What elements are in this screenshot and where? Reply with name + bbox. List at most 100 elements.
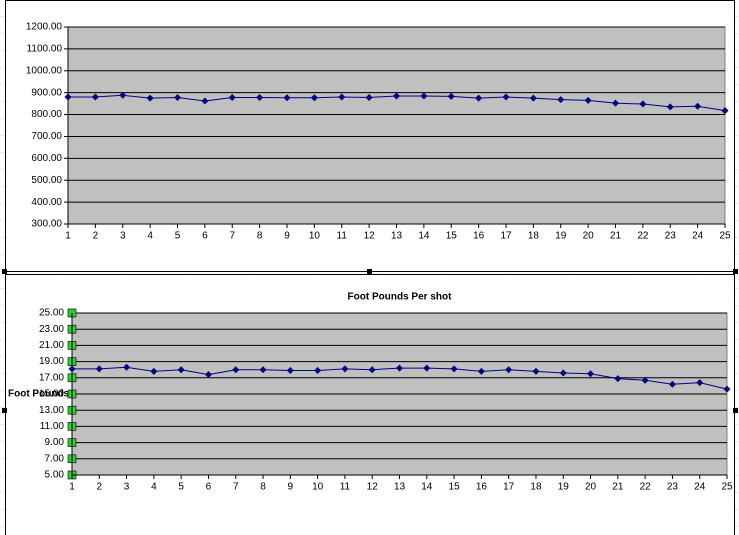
x-tick-label: 21 — [612, 482, 624, 493]
point-marker — [259, 366, 267, 374]
y-tick-label: 1100.00 — [27, 44, 63, 55]
point-marker — [123, 363, 131, 371]
y-tick-label: 17.00 — [39, 372, 64, 383]
point-marker — [477, 367, 485, 375]
x-tick-label: 10 — [309, 231, 321, 242]
x-tick-label: 15 — [446, 231, 458, 242]
point-marker — [396, 364, 403, 372]
point-marker — [310, 94, 318, 102]
x-tick-label: 16 — [476, 482, 488, 493]
y-tick-label: 700.00 — [31, 131, 62, 142]
y-axis-label: Foot Pounds — [8, 389, 70, 400]
point-marker — [119, 91, 127, 99]
point-marker — [639, 100, 647, 108]
point-marker — [529, 94, 537, 102]
x-tick-label: 21 — [610, 231, 622, 242]
point-marker — [450, 365, 458, 373]
point-marker — [447, 92, 455, 100]
point-marker — [723, 385, 731, 393]
handle — [733, 408, 738, 413]
point-marker — [502, 93, 510, 101]
x-tick-label: 12 — [367, 482, 379, 493]
x-tick-label: 1 — [69, 482, 75, 493]
point-marker — [694, 102, 702, 110]
handle — [2, 408, 7, 413]
y-tick-label: 400.00 — [31, 197, 62, 208]
x-tick-label: 8 — [257, 231, 263, 242]
y-tick-label: 11.00 — [40, 421, 65, 432]
x-tick-label: 16 — [473, 231, 485, 242]
x-tick-label: 2 — [97, 482, 103, 493]
point-marker — [532, 367, 540, 375]
y-tick-label: 1200.00 — [26, 22, 63, 33]
x-tick-label: 2 — [93, 231, 99, 242]
point-marker — [338, 93, 346, 101]
x-tick-label: 11 — [337, 231, 348, 242]
y-tick-label: 800.00 — [31, 109, 62, 120]
handle — [733, 269, 738, 274]
y-tick-label: 19.00 — [39, 356, 64, 367]
y-tick-label: 15.00 — [39, 389, 64, 400]
x-tick-label: 4 — [147, 231, 153, 242]
point-marker — [150, 367, 158, 375]
x-tick-label: 18 — [530, 482, 542, 493]
x-tick-label: 17 — [500, 231, 512, 242]
point-marker — [505, 366, 513, 374]
point-marker — [201, 97, 209, 105]
x-tick-label: 9 — [284, 231, 290, 242]
x-tick-label: 13 — [394, 482, 406, 493]
x-tick-label: 20 — [585, 482, 597, 493]
x-tick-label: 1 — [65, 231, 71, 242]
x-tick-label: 13 — [391, 231, 403, 242]
x-tick-label: 7 — [229, 231, 235, 242]
x-tick-label: 3 — [120, 231, 126, 242]
point-marker — [696, 379, 704, 387]
point-marker — [64, 93, 72, 101]
y-tick-label: 13.00 — [39, 405, 64, 416]
point-marker — [559, 369, 567, 377]
point-marker — [314, 367, 322, 375]
handle — [2, 269, 7, 274]
x-tick-label: 12 — [364, 231, 376, 242]
x-tick-label: 7 — [233, 482, 239, 493]
point-marker — [177, 366, 185, 374]
x-tick-label: 18 — [528, 231, 540, 242]
point-marker — [584, 96, 592, 104]
x-tick-label: 23 — [665, 231, 677, 242]
point-marker — [256, 93, 264, 101]
x-tick-label: 23 — [667, 482, 679, 493]
x-tick-label: 9 — [288, 482, 294, 493]
point-marker — [420, 92, 428, 100]
plot-area — [67, 26, 726, 225]
point-marker — [228, 93, 236, 101]
point-marker — [423, 364, 431, 372]
x-tick-label: 4 — [151, 482, 157, 493]
x-tick-label: 24 — [694, 482, 706, 493]
x-tick-label: 24 — [692, 231, 704, 242]
point-marker — [68, 365, 76, 373]
x-tick-label: 6 — [202, 231, 208, 242]
x-tick-label: 25 — [719, 231, 731, 242]
y-tick-label: 23.00 — [39, 324, 64, 335]
point-marker — [557, 96, 565, 104]
x-tick-label: 20 — [583, 231, 595, 242]
x-tick-label: 6 — [206, 482, 212, 493]
x-tick-label: 14 — [418, 231, 430, 242]
x-tick-label: 8 — [260, 482, 266, 493]
point-marker — [614, 375, 622, 383]
y-tick-label: 9.00 — [45, 437, 65, 448]
x-tick-label: 5 — [178, 482, 184, 493]
point-marker — [95, 365, 103, 373]
x-tick-label: 11 — [340, 482, 351, 493]
x-tick-label: 25 — [721, 482, 733, 493]
y-tick-label: 500.00 — [31, 175, 62, 186]
point-marker — [475, 94, 483, 102]
point-marker — [612, 99, 619, 107]
y-tick-label: 7.00 — [45, 453, 65, 464]
y-tick-label: 5.00 — [45, 470, 65, 481]
x-tick-label: 15 — [449, 482, 461, 493]
y-tick-label: 600.00 — [31, 153, 62, 164]
point-marker — [91, 93, 99, 101]
